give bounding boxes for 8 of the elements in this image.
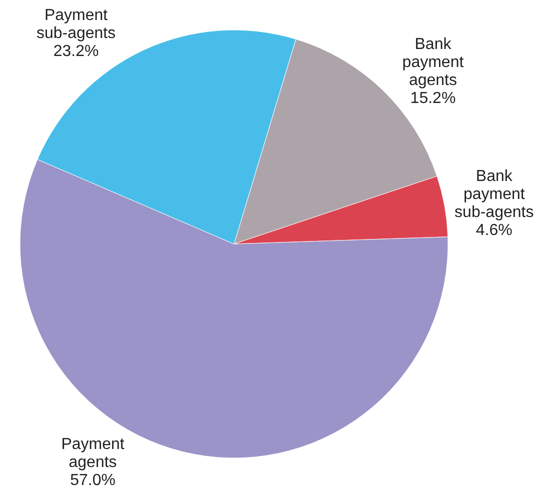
slice-label: Bank payment sub-agents bbox=[454, 168, 534, 221]
data-label: 4.6% bbox=[476, 222, 512, 239]
data-label: 57.0% bbox=[70, 472, 116, 489]
slice-label: Bank payment agents bbox=[402, 36, 464, 89]
slice-label: Payment sub-agents bbox=[36, 7, 116, 42]
slice-label: Payment agents bbox=[61, 436, 125, 471]
data-label: 23.2% bbox=[53, 43, 99, 60]
data-label: 15.2% bbox=[410, 90, 456, 107]
